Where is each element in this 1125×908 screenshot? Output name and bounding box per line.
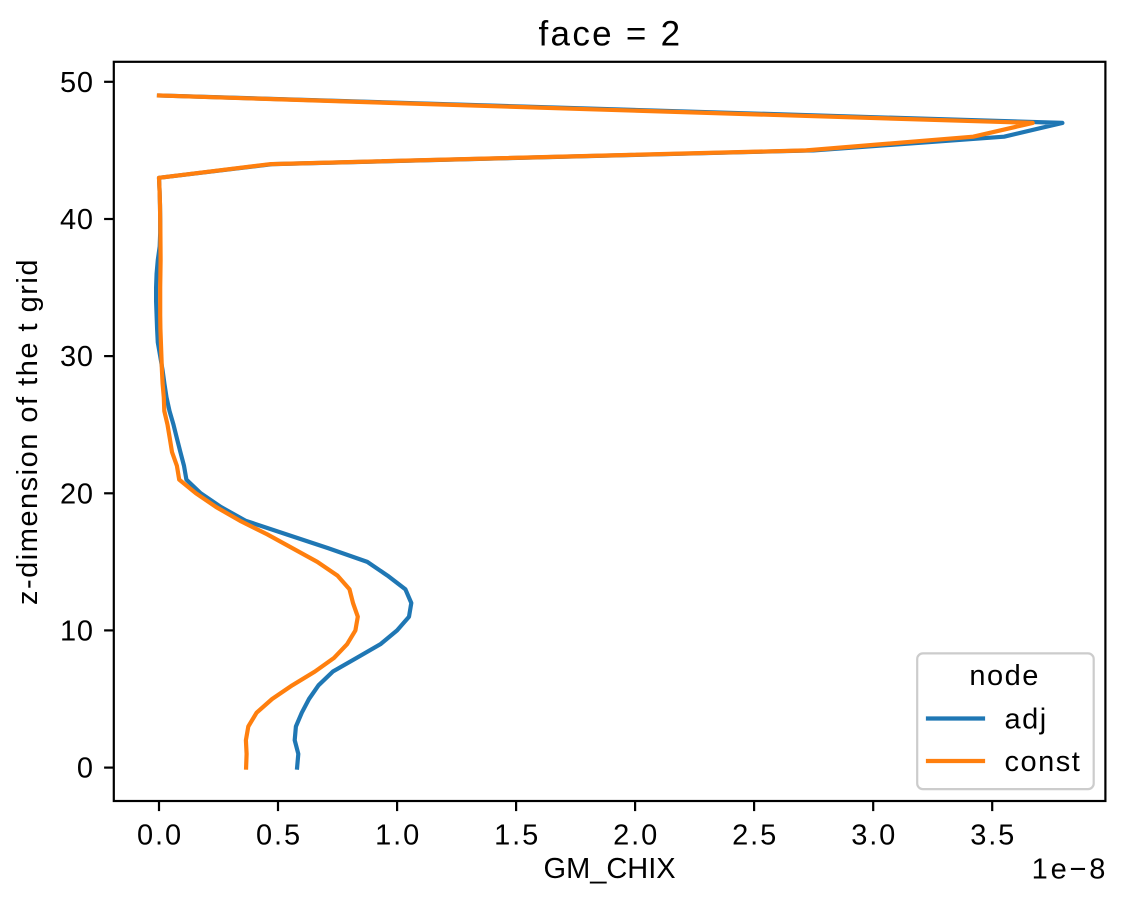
svg-text:1.0: 1.0	[375, 820, 421, 852]
svg-text:1.5: 1.5	[494, 820, 540, 852]
svg-text:face = 2: face = 2	[539, 15, 683, 54]
svg-text:30: 30	[60, 341, 94, 373]
svg-text:GM_CHIX: GM_CHIX	[544, 853, 676, 885]
svg-text:3.0: 3.0	[851, 820, 897, 852]
svg-text:0.5: 0.5	[256, 820, 302, 852]
svg-text:1e−8: 1e−8	[1032, 854, 1109, 886]
svg-text:50: 50	[60, 67, 94, 99]
svg-text:3.5: 3.5	[970, 820, 1016, 852]
svg-text:10: 10	[60, 615, 94, 647]
svg-text:0.0: 0.0	[137, 820, 183, 852]
svg-text:node: node	[969, 660, 1040, 692]
svg-text:adj: adj	[1005, 703, 1048, 735]
svg-text:20: 20	[60, 478, 94, 510]
svg-text:0: 0	[77, 753, 94, 785]
svg-text:40: 40	[60, 204, 94, 236]
svg-text:z-dimension of the t grid: z-dimension of the t grid	[12, 258, 44, 605]
svg-text:2.5: 2.5	[732, 820, 778, 852]
svg-text:const: const	[1005, 746, 1082, 778]
svg-text:2.0: 2.0	[613, 820, 659, 852]
